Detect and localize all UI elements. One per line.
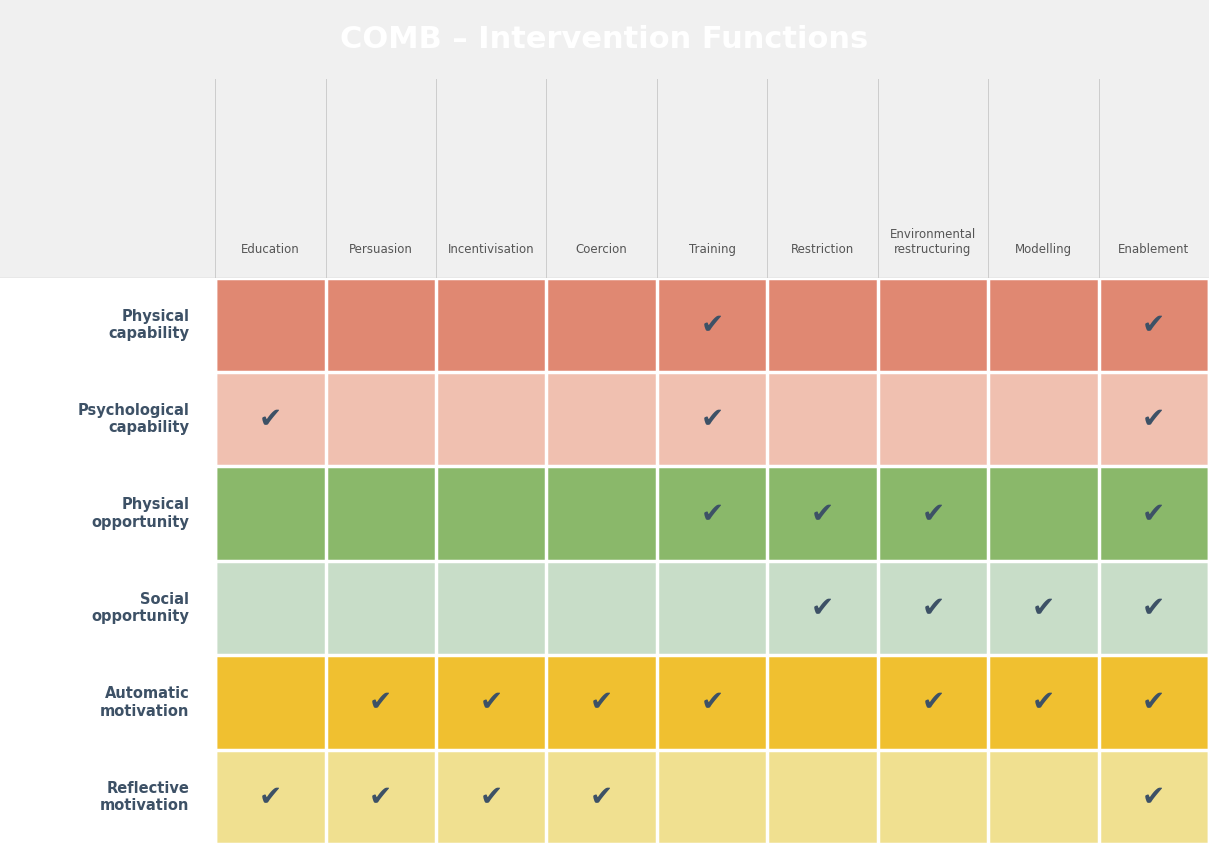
Text: ✔: ✔	[1143, 311, 1165, 339]
Text: ✔: ✔	[259, 782, 282, 811]
Text: Physical
capability: Physical capability	[109, 309, 190, 341]
Bar	[0, 560, 215, 655]
Text: Automatic
motivation: Automatic motivation	[100, 686, 190, 718]
Bar	[0, 467, 215, 560]
Bar	[0, 372, 215, 467]
Text: ✔: ✔	[921, 689, 944, 717]
Text: Reflective
motivation: Reflective motivation	[100, 781, 190, 813]
Text: Education: Education	[241, 243, 300, 256]
Text: ✔: ✔	[480, 782, 503, 811]
Bar	[215, 560, 1209, 655]
Text: ✔: ✔	[1143, 500, 1165, 528]
Text: ✔: ✔	[921, 594, 944, 622]
Text: ✔: ✔	[1143, 782, 1165, 811]
Text: ✔: ✔	[700, 311, 724, 339]
Text: ✔: ✔	[480, 689, 503, 717]
Bar	[215, 655, 1209, 749]
Text: Restriction: Restriction	[791, 243, 854, 256]
Text: Coercion: Coercion	[575, 243, 627, 256]
Text: ✔: ✔	[921, 500, 944, 528]
Text: ✔: ✔	[590, 689, 613, 717]
Text: Modelling: Modelling	[1014, 243, 1072, 256]
Text: ✔: ✔	[1143, 689, 1165, 717]
Text: COMB – Intervention Functions: COMB – Intervention Functions	[341, 25, 868, 54]
Text: Social
opportunity: Social opportunity	[92, 592, 190, 625]
Bar	[215, 278, 1209, 372]
Text: Physical
opportunity: Physical opportunity	[92, 497, 190, 530]
Text: ✔: ✔	[1031, 594, 1055, 622]
Bar	[0, 655, 215, 749]
Bar	[215, 749, 1209, 844]
Bar	[0, 749, 215, 844]
Text: ✔: ✔	[700, 689, 724, 717]
Text: Psychological
capability: Psychological capability	[77, 403, 190, 436]
Text: ✔: ✔	[369, 689, 393, 717]
Text: Enablement: Enablement	[1118, 243, 1190, 256]
Text: ✔: ✔	[590, 782, 613, 811]
Text: ✔: ✔	[1031, 689, 1055, 717]
Text: Persuasion: Persuasion	[349, 243, 412, 256]
Text: ✔: ✔	[1143, 594, 1165, 622]
Text: Environmental
restructuring: Environmental restructuring	[890, 228, 976, 256]
Bar	[0, 278, 215, 372]
Text: ✔: ✔	[700, 405, 724, 433]
Text: ✔: ✔	[811, 594, 834, 622]
Text: ✔: ✔	[369, 782, 393, 811]
Bar	[215, 467, 1209, 560]
Text: ✔: ✔	[1143, 405, 1165, 433]
Bar	[215, 372, 1209, 467]
Text: ✔: ✔	[259, 405, 282, 433]
Text: Training: Training	[689, 243, 735, 256]
Text: ✔: ✔	[811, 500, 834, 528]
Text: ✔: ✔	[700, 500, 724, 528]
Text: Incentivisation: Incentivisation	[449, 243, 534, 256]
